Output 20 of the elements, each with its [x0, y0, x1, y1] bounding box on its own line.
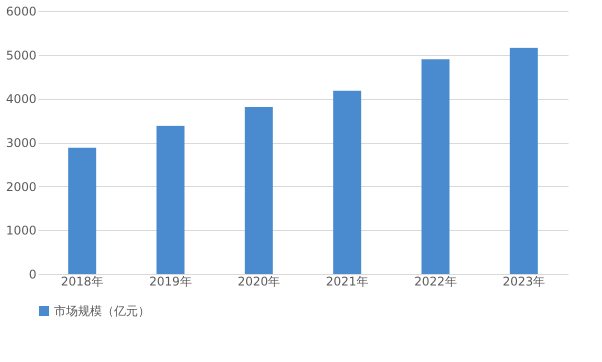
x-tick-label: 2021年	[326, 274, 368, 288]
legend-label: 市场规模（亿元）	[54, 304, 150, 318]
y-tick-label: 1000	[6, 224, 36, 238]
bar	[156, 126, 184, 274]
x-tick-label: 2023年	[502, 274, 546, 288]
bar	[244, 106, 273, 274]
x-tick-label: 2022年	[414, 274, 457, 288]
y-tick-label: 6000	[6, 4, 36, 18]
bar	[333, 90, 362, 274]
x-tick-label: 2019年	[149, 274, 192, 288]
y-tick-label: 4000	[6, 92, 36, 106]
y-tick-label: 2000	[6, 180, 36, 194]
x-tick-label: 2020年	[238, 274, 280, 288]
y-tick-label: 0	[28, 268, 36, 282]
y-tick-label: 3000	[6, 136, 36, 150]
x-tick-label: 2018年	[60, 274, 104, 288]
bar	[68, 148, 96, 274]
bar	[510, 48, 538, 274]
bar	[422, 59, 450, 274]
y-tick-label: 5000	[6, 48, 36, 62]
